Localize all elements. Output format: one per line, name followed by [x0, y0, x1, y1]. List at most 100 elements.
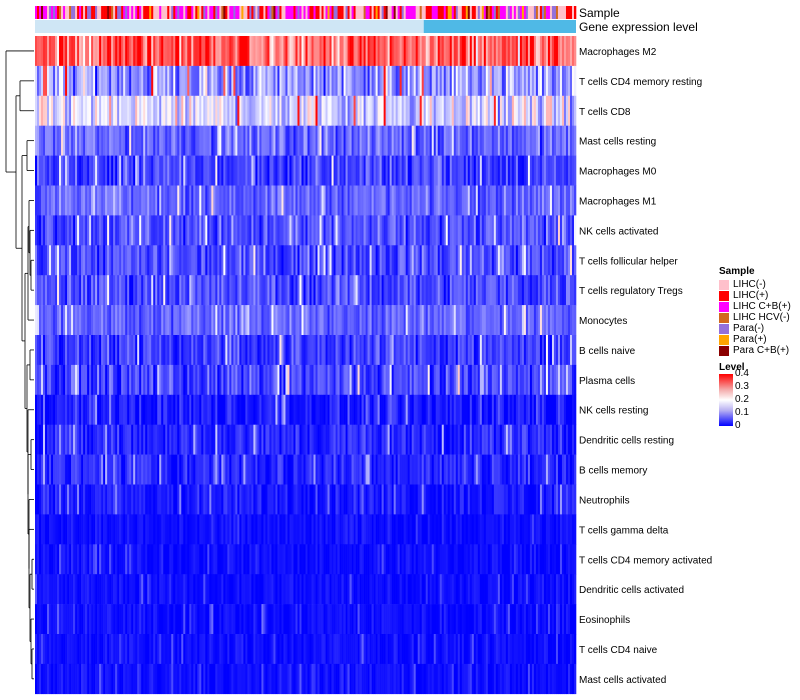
heatmap-cell [187, 245, 190, 276]
heatmap-cell [557, 65, 561, 97]
heatmap-cell [543, 155, 547, 186]
heatmap-cell [119, 394, 122, 425]
heatmap-cell [95, 454, 98, 485]
sample-annotation-cell [387, 6, 390, 19]
heatmap-cell [103, 364, 106, 396]
heatmap-cell [431, 65, 435, 97]
heatmap-cell [191, 185, 194, 216]
heatmap-cell [89, 424, 92, 455]
heatmap-cell [569, 185, 573, 216]
heatmap-cell [465, 424, 469, 455]
heatmap-cell [441, 364, 445, 396]
heatmap-cell [287, 155, 290, 186]
heatmap-cell [475, 185, 479, 216]
sample-annotation-cell [543, 6, 547, 19]
heatmap-cell [261, 305, 264, 336]
heatmap-cell [163, 335, 166, 366]
heatmap-cell [317, 215, 320, 246]
heatmap-cell [99, 65, 102, 97]
heatmap-cell [511, 215, 515, 246]
sample-annotation-cell [497, 6, 501, 19]
heatmap-cell [511, 65, 515, 97]
heatmap-cell [345, 215, 348, 246]
heatmap-cell [529, 394, 533, 425]
heatmap-cell [177, 125, 180, 156]
heatmap-cell [139, 215, 142, 246]
heatmap-cell [359, 305, 362, 336]
heatmap-cell [297, 245, 300, 276]
heatmap-cell [329, 364, 332, 396]
heatmap-cell [193, 36, 196, 67]
heatmap-cell [499, 484, 503, 515]
heatmap-cell [439, 155, 443, 186]
heatmap-cell [227, 424, 230, 455]
heatmap-cell [574, 36, 577, 67]
heatmap-cell [491, 65, 495, 97]
heatmap-cell [471, 275, 475, 306]
heatmap-cell [121, 125, 124, 156]
heatmap-cell [217, 424, 220, 455]
heatmap-cell [531, 185, 535, 216]
heatmap-cell [209, 394, 212, 425]
heatmap-cell [437, 394, 441, 425]
heatmap-cell [407, 245, 410, 276]
heatmap-cell [169, 36, 172, 67]
heatmap-cell [265, 245, 268, 276]
heatmap-cell [197, 155, 200, 186]
heatmap-cell [121, 65, 124, 97]
heatmap-cell [135, 514, 138, 545]
heatmap-cell [47, 185, 50, 216]
heatmap-cell [213, 484, 216, 515]
heatmap-cell [303, 125, 306, 156]
heatmap-cell [479, 305, 483, 336]
heatmap-cell [545, 335, 549, 366]
heatmap-cell [553, 364, 557, 396]
heatmap-cell [175, 215, 178, 246]
heatmap-cell [529, 275, 533, 306]
heatmap-cell [383, 305, 386, 336]
heatmap-cell [291, 125, 294, 156]
heatmap-cell [107, 484, 110, 515]
heatmap-cell [333, 335, 336, 366]
heatmap-cell [571, 305, 575, 336]
heatmap-cell [59, 36, 62, 67]
sample-annotation-cell [79, 6, 82, 19]
heatmap-cell [49, 484, 52, 515]
heatmap-cell [267, 245, 270, 276]
heatmap-cell [549, 275, 553, 306]
heatmap-cell [71, 65, 74, 97]
heatmap-cell [63, 394, 66, 425]
heatmap-cell [39, 514, 42, 545]
heatmap-cell [57, 245, 60, 276]
heatmap-cell [159, 65, 162, 97]
heatmap-cell [185, 125, 188, 156]
heatmap-cell [535, 364, 539, 396]
heatmap-cell [513, 185, 517, 216]
heatmap-cell [567, 36, 571, 67]
heatmap-cell [477, 484, 481, 515]
sample-annotation-cell [479, 6, 483, 19]
heatmap-cell [407, 424, 410, 455]
heatmap-cell [321, 275, 324, 306]
heatmap-cell [525, 215, 529, 246]
heatmap-cell [43, 65, 46, 97]
heatmap-cell [205, 65, 208, 97]
heatmap-cell [483, 215, 487, 246]
sample-annotation-cell [299, 6, 302, 19]
heatmap-cell [195, 514, 198, 545]
heatmap-cell [149, 305, 152, 336]
heatmap-cell [285, 335, 288, 366]
heatmap-cell [147, 514, 150, 545]
heatmap-cell [501, 484, 505, 515]
heatmap-cell [243, 424, 246, 455]
heatmap-cell [195, 155, 198, 186]
heatmap-cell [249, 305, 252, 336]
heatmap-cell [539, 65, 543, 97]
heatmap-cell [87, 125, 90, 156]
heatmap-cell [111, 245, 114, 276]
heatmap-cell [361, 215, 364, 246]
heatmap-cell [47, 305, 50, 336]
heatmap-cell [373, 215, 376, 246]
sample-annotation-cell [155, 6, 158, 19]
heatmap-cell [63, 185, 66, 216]
